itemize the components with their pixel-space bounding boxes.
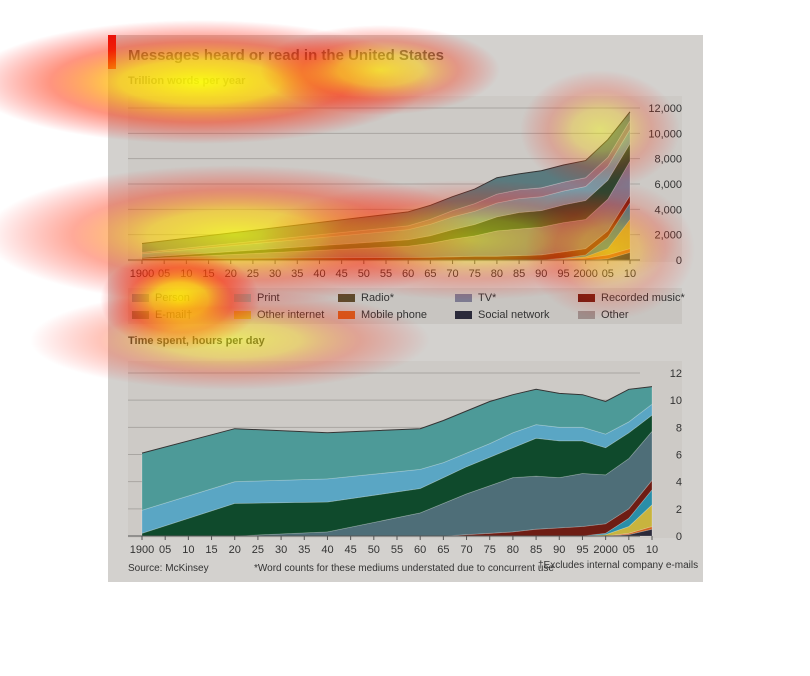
legend-item: E-mail† [132, 309, 192, 321]
y-tick-label: 2 [676, 504, 682, 516]
y-tick-label: 4 [676, 477, 682, 489]
x-tick-label: 2000 [593, 544, 617, 556]
footnote-dagger: †Excludes internal company e-mails [538, 560, 699, 571]
legend-label: Person [155, 292, 190, 304]
x-tick-label: 25 [252, 544, 264, 556]
legend-item: Recorded music* [578, 292, 685, 304]
x-tick-label: 35 [298, 544, 310, 556]
legend-item: Other internet [234, 309, 324, 321]
x-tick-label: 95 [576, 544, 588, 556]
legend-item: Mobile phone [338, 309, 427, 321]
x-tick-label: 1900 [130, 544, 154, 556]
x-tick-label: 05 [623, 544, 635, 556]
x-tick-label: 70 [460, 544, 472, 556]
x-tick-label: 55 [391, 544, 403, 556]
y-tick-label: 0 [676, 531, 682, 543]
legend-swatch [338, 294, 355, 302]
legend-item: Social network [455, 309, 550, 321]
x-tick-label: 65 [437, 544, 449, 556]
x-tick-label: 30 [275, 544, 287, 556]
source-note: Source: McKinsey [128, 563, 209, 574]
x-tick-label: 80 [507, 544, 519, 556]
footnote-star: *Word counts for these mediums understat… [254, 563, 554, 574]
legend-label: Mobile phone [361, 309, 428, 321]
legend-swatch [132, 294, 149, 302]
x-tick-label: 10 [646, 544, 658, 556]
legend-label: Radio* [361, 292, 395, 304]
legend-label: E-mail† [155, 309, 193, 321]
y-tick-label: 12 [670, 368, 682, 380]
legend-label: Print [257, 292, 280, 304]
x-tick-label: 85 [530, 544, 542, 556]
y-tick-label: 6 [676, 450, 682, 462]
x-tick-label: 90 [553, 544, 565, 556]
legend-swatch [578, 294, 595, 302]
legend-item: Other [578, 309, 629, 321]
y-tick-label: 10 [670, 395, 682, 407]
legend-swatch [455, 311, 472, 319]
x-tick-label: 75 [484, 544, 496, 556]
legend-item: Print [234, 292, 280, 304]
legend-item: TV* [455, 292, 496, 304]
x-tick-label: 05 [159, 544, 171, 556]
legend-label: Other [601, 309, 629, 321]
x-tick-label: 20 [229, 544, 241, 556]
legend-label: Recorded music* [601, 292, 685, 304]
total-outline [141, 386, 653, 454]
x-tick-label: 15 [205, 544, 217, 556]
x-tick-label: 50 [368, 544, 380, 556]
area-tv [142, 430, 653, 537]
legend-swatch [455, 294, 472, 302]
legend-swatch [338, 311, 355, 319]
legend-label: Social network [478, 309, 550, 321]
legend-item: Radio* [338, 292, 394, 304]
legend-swatch [132, 311, 149, 319]
legend-swatch [234, 294, 251, 302]
legend-label: TV* [478, 292, 497, 304]
x-tick-label: 40 [321, 544, 333, 556]
x-tick-label: 45 [345, 544, 357, 556]
legend-item: Person [132, 292, 190, 304]
x-tick-label: 10 [182, 544, 194, 556]
legend-swatch [234, 311, 251, 319]
legend-swatch [578, 311, 595, 319]
legend-label: Other internet [257, 309, 325, 321]
chart-legend: Person Print Radio* TV* Recorded music* E-mai… [128, 288, 685, 324]
x-tick-label: 60 [414, 544, 426, 556]
y-tick-label: 8 [676, 422, 682, 434]
